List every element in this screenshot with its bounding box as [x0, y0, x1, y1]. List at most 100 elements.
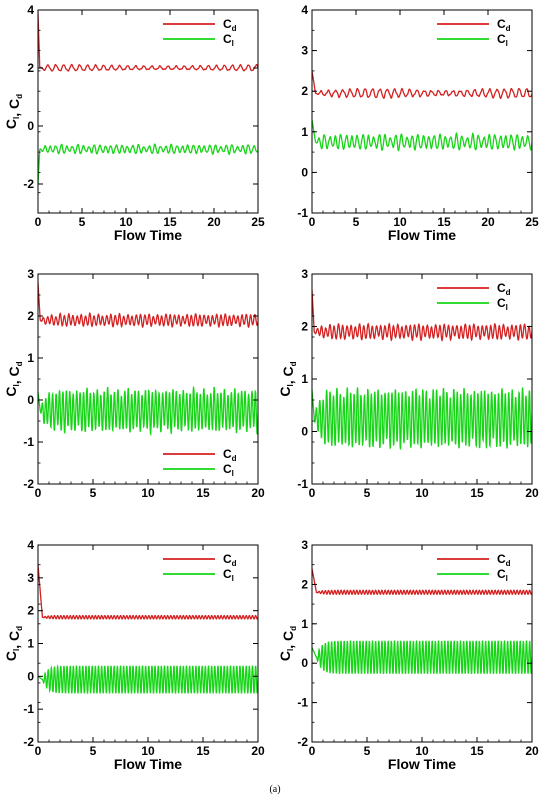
- x-tick-label: 20: [251, 744, 265, 758]
- y-tick-label: 4: [27, 538, 34, 552]
- x-tick-label: 15: [470, 486, 484, 500]
- y-tick-label: -1: [297, 696, 308, 710]
- y-tick-label: -1: [23, 435, 34, 449]
- x-tick-label: 15: [163, 215, 177, 229]
- x-tick-label: 0: [309, 486, 316, 500]
- series-line-cd: [312, 70, 532, 99]
- x-tick-label: 5: [353, 215, 360, 229]
- y-tick-label: 1: [27, 351, 34, 365]
- y-axis-label: Cl, Cd: [277, 361, 298, 396]
- x-tick-label: 15: [470, 744, 484, 758]
- x-tick-label: 0: [35, 744, 42, 758]
- x-tick-label: 10: [141, 486, 155, 500]
- legend-label-cl: Cl: [497, 567, 508, 583]
- y-tick-label: -1: [297, 206, 308, 220]
- x-axis-label: Flow Time: [388, 227, 456, 243]
- y-tick-label: 0: [27, 669, 34, 683]
- x-tick-label: 20: [207, 215, 221, 229]
- x-tick-label: 15: [196, 744, 210, 758]
- series-line-cl: [38, 664, 258, 694]
- y-tick-label: 0: [301, 656, 308, 670]
- y-axis-label: Cl, Cd: [3, 94, 24, 129]
- series-line-cd: [38, 12, 258, 72]
- y-tick-label: 1: [301, 372, 308, 386]
- x-tick-label: 0: [35, 215, 42, 229]
- x-tick-label: 10: [393, 215, 407, 229]
- legend-label-cl: Cl: [223, 462, 234, 478]
- y-tick-label: -2: [297, 735, 308, 749]
- y-tick-label: 2: [301, 577, 308, 591]
- series-line-cd: [38, 564, 258, 620]
- x-axis-label: Flow Time: [114, 227, 182, 243]
- y-tick-label: -2: [23, 477, 34, 491]
- y-tick-label: 3: [301, 44, 308, 58]
- x-tick-label: 25: [251, 215, 265, 229]
- y-tick-label: 2: [27, 61, 34, 75]
- series-line-cl: [38, 143, 258, 185]
- figure-caption: (a): [269, 784, 281, 795]
- y-tick-label: -1: [23, 702, 34, 716]
- x-tick-label: 5: [79, 215, 86, 229]
- legend-label-cd: Cd: [223, 17, 237, 33]
- y-axis-label: Cl, Cd: [277, 626, 298, 661]
- series-line-cd: [38, 282, 258, 329]
- series-line-cl: [38, 386, 258, 437]
- x-axis-label: Flow Time: [114, 756, 182, 772]
- y-axis-label: Cl, Cd: [3, 361, 24, 396]
- y-tick-label: 0: [27, 393, 34, 407]
- x-tick-label: 5: [364, 486, 371, 500]
- y-tick-label: 1: [301, 125, 308, 139]
- x-tick-label: 0: [309, 215, 316, 229]
- y-tick-label: -1: [297, 477, 308, 491]
- y-tick-label: 1: [301, 617, 308, 631]
- y-tick-label: 2: [301, 320, 308, 334]
- x-tick-label: 20: [251, 486, 265, 500]
- x-axis-label: Flow Time: [388, 756, 456, 772]
- y-tick-label: 2: [301, 84, 308, 98]
- y-tick-label: 1: [27, 637, 34, 651]
- x-tick-label: 15: [196, 486, 210, 500]
- y-axis-label: Cl, Cd: [3, 626, 24, 661]
- y-tick-label: 0: [27, 119, 34, 133]
- y-tick-label: -2: [23, 177, 34, 191]
- y-tick-label: 3: [27, 267, 34, 281]
- series-line-cd: [312, 568, 532, 596]
- series-line-cl: [312, 640, 532, 674]
- x-tick-label: 0: [309, 744, 316, 758]
- x-tick-label: 0: [35, 486, 42, 500]
- legend-label-cl: Cl: [223, 32, 234, 48]
- x-tick-label: 5: [364, 744, 371, 758]
- x-tick-label: 20: [481, 215, 495, 229]
- y-tick-label: 3: [301, 538, 308, 552]
- series-line-cd: [312, 289, 532, 342]
- legend-label-cd: Cd: [223, 447, 237, 463]
- legend-label-cd: Cd: [497, 281, 511, 297]
- series-line-cl: [312, 119, 532, 152]
- x-tick-label: 10: [141, 744, 155, 758]
- y-tick-label: 3: [27, 571, 34, 585]
- x-tick-label: 20: [525, 486, 539, 500]
- x-tick-label: 15: [437, 215, 451, 229]
- legend-label-cl: Cl: [497, 32, 508, 48]
- y-tick-label: 3: [301, 267, 308, 281]
- legend-label-cd: Cd: [497, 552, 511, 568]
- y-tick-label: 0: [301, 165, 308, 179]
- y-tick-label: 2: [27, 309, 34, 323]
- x-tick-label: 25: [525, 215, 539, 229]
- legend-label-cl: Cl: [497, 296, 508, 312]
- x-tick-label: 10: [415, 486, 429, 500]
- legend-label-cd: Cd: [497, 17, 511, 33]
- y-tick-label: 4: [301, 3, 308, 17]
- x-tick-label: 5: [90, 744, 97, 758]
